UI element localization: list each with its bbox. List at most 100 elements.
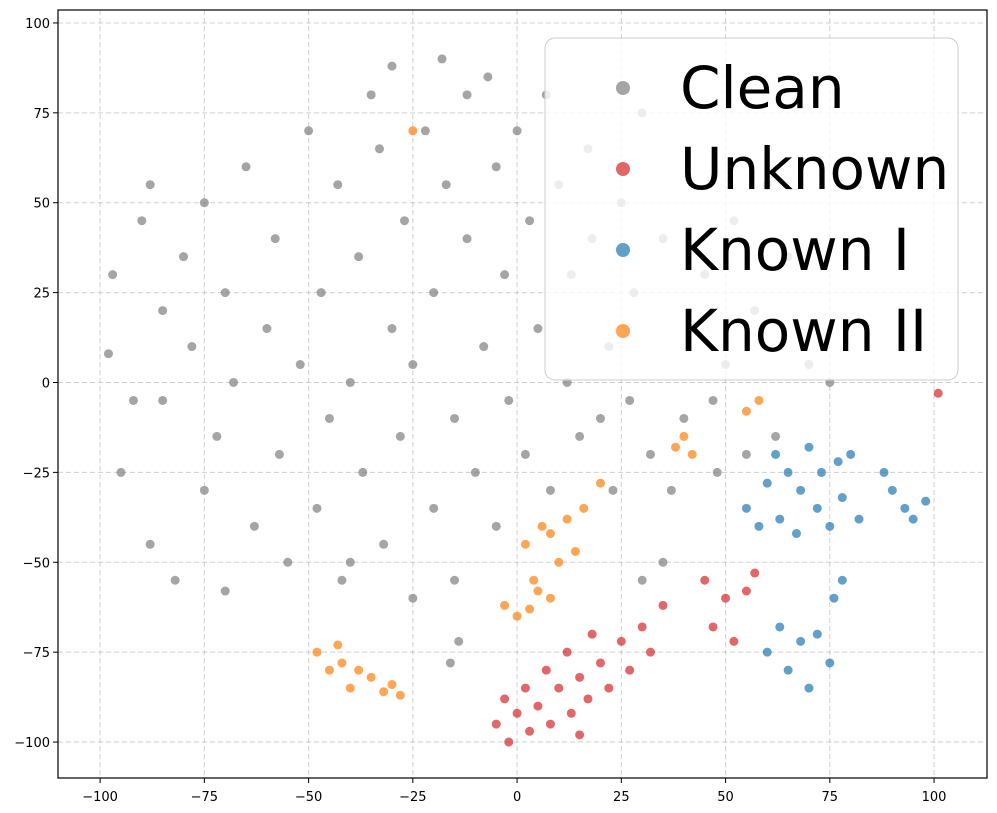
point bbox=[921, 496, 931, 506]
point bbox=[533, 324, 543, 334]
point bbox=[387, 61, 397, 71]
point bbox=[450, 413, 460, 423]
point bbox=[595, 478, 605, 488]
point bbox=[337, 658, 347, 668]
x-tick-label: −75 bbox=[191, 790, 218, 805]
point bbox=[358, 467, 368, 477]
point bbox=[158, 395, 168, 405]
point bbox=[520, 449, 530, 459]
point bbox=[712, 467, 722, 477]
point bbox=[354, 252, 364, 262]
point bbox=[500, 600, 510, 610]
point bbox=[462, 234, 472, 244]
point bbox=[304, 126, 314, 136]
point bbox=[500, 270, 510, 280]
point bbox=[145, 180, 155, 190]
point bbox=[454, 636, 464, 646]
point bbox=[762, 478, 772, 488]
point bbox=[700, 575, 710, 585]
point bbox=[512, 126, 522, 136]
point bbox=[408, 593, 418, 603]
point bbox=[562, 514, 572, 524]
point bbox=[637, 575, 647, 585]
point bbox=[554, 557, 564, 567]
point bbox=[729, 636, 739, 646]
point bbox=[333, 640, 343, 650]
point bbox=[283, 557, 293, 567]
point bbox=[220, 288, 230, 298]
point bbox=[646, 647, 656, 657]
legend-label: Unknown bbox=[680, 135, 949, 203]
point bbox=[679, 413, 689, 423]
point bbox=[387, 324, 397, 334]
point bbox=[333, 180, 343, 190]
point bbox=[796, 636, 806, 646]
legend-box bbox=[544, 37, 959, 381]
point bbox=[741, 449, 751, 459]
y-tick-label: 0 bbox=[42, 376, 50, 391]
point bbox=[679, 431, 689, 441]
point bbox=[520, 683, 530, 693]
x-tick-label: 75 bbox=[822, 790, 839, 805]
point bbox=[575, 431, 585, 441]
point bbox=[595, 658, 605, 668]
point bbox=[324, 665, 334, 675]
point bbox=[525, 604, 535, 614]
point bbox=[270, 234, 280, 244]
point bbox=[137, 216, 147, 226]
legend-marker bbox=[616, 324, 630, 338]
point bbox=[445, 658, 455, 668]
point bbox=[721, 593, 731, 603]
point bbox=[537, 521, 547, 531]
point bbox=[212, 431, 222, 441]
y-tick-label: 50 bbox=[33, 197, 50, 212]
x-tick-label: −25 bbox=[399, 790, 426, 805]
point bbox=[804, 683, 814, 693]
point bbox=[604, 683, 614, 693]
point bbox=[295, 360, 305, 370]
legend-label: Known I bbox=[680, 216, 910, 284]
point bbox=[646, 449, 656, 459]
point bbox=[145, 539, 155, 549]
point bbox=[158, 306, 168, 316]
point bbox=[900, 503, 910, 513]
point bbox=[791, 529, 801, 539]
point bbox=[687, 449, 697, 459]
point bbox=[483, 72, 493, 82]
point bbox=[579, 503, 589, 513]
point bbox=[879, 467, 889, 477]
point bbox=[312, 647, 322, 657]
point bbox=[554, 683, 564, 693]
point bbox=[570, 546, 580, 556]
point bbox=[249, 521, 259, 531]
y-tick-label: 100 bbox=[25, 17, 50, 32]
y-tick-label: 75 bbox=[33, 107, 50, 122]
point bbox=[545, 529, 555, 539]
point bbox=[187, 342, 197, 352]
point bbox=[491, 162, 501, 172]
point bbox=[220, 586, 230, 596]
legend-label: Known II bbox=[680, 297, 927, 365]
point bbox=[595, 413, 605, 423]
legend-label: Clean bbox=[680, 54, 845, 122]
point bbox=[575, 672, 585, 682]
point bbox=[541, 665, 551, 675]
point bbox=[587, 629, 597, 639]
point bbox=[354, 665, 364, 675]
point bbox=[575, 730, 585, 740]
point bbox=[437, 54, 447, 64]
point bbox=[754, 521, 764, 531]
point bbox=[525, 726, 535, 736]
point bbox=[366, 672, 376, 682]
point bbox=[583, 694, 593, 704]
point bbox=[666, 485, 676, 495]
point bbox=[545, 593, 555, 603]
point bbox=[491, 719, 501, 729]
point bbox=[116, 467, 126, 477]
point bbox=[796, 485, 806, 495]
x-tick-label: 0 bbox=[513, 790, 521, 805]
point bbox=[379, 539, 389, 549]
y-tick-label: −75 bbox=[23, 646, 50, 661]
point bbox=[741, 586, 751, 596]
